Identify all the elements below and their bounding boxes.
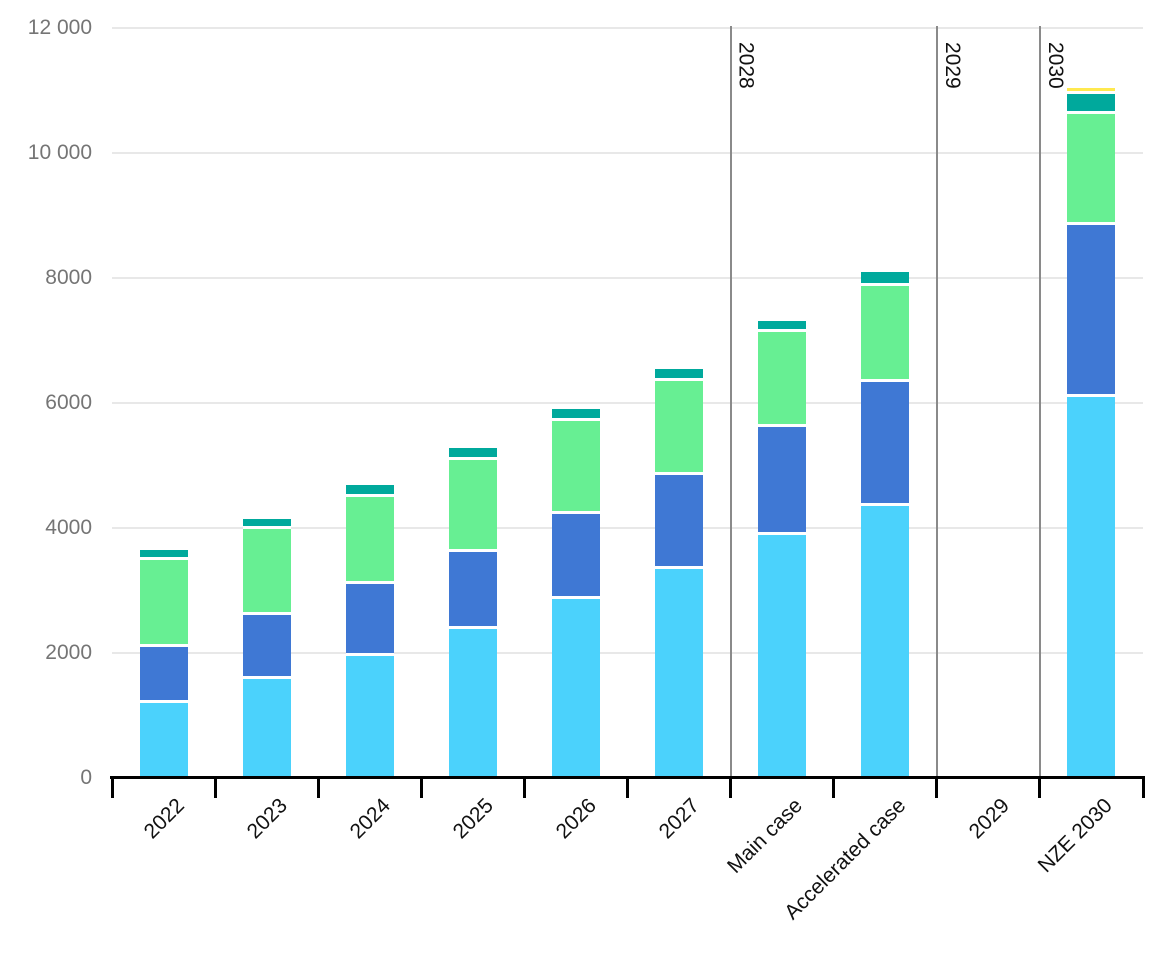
bar-segment-3[interactable] — [1067, 113, 1116, 225]
bar-segment-4[interactable] — [551, 409, 600, 422]
bar-segment-4[interactable] — [242, 519, 291, 529]
bar-segment-1[interactable] — [1067, 396, 1116, 778]
y-axis-tick-label: 10 000 — [27, 141, 92, 164]
bar-segment-2[interactable] — [242, 614, 291, 680]
bar-segment-1[interactable] — [758, 534, 807, 778]
x-axis-category-label: NZE 2030 — [1033, 794, 1117, 878]
bar-segment-2[interactable] — [139, 646, 188, 703]
bar-segment-2[interactable] — [551, 514, 600, 600]
bar-segment-1[interactable] — [655, 569, 704, 778]
y-axis-tick-label: 12 000 — [27, 16, 92, 39]
gridline — [112, 652, 1143, 654]
bar-segment-4[interactable] — [1067, 94, 1116, 114]
x-axis-tick — [832, 777, 836, 798]
scenario-separator-line — [935, 26, 938, 778]
scenario-year-label: 2030 — [1043, 42, 1067, 89]
x-axis-category-label: 2024 — [345, 794, 396, 844]
x-axis-category-label: 2023 — [242, 794, 292, 844]
x-axis-tick — [110, 777, 114, 798]
bar-segment-4[interactable] — [139, 549, 188, 560]
y-axis-tick-label: 4000 — [45, 516, 92, 539]
scenario-year-label: 2029 — [940, 42, 964, 89]
bar-segment-1[interactable] — [448, 629, 497, 778]
y-axis-tick-label: 6000 — [45, 391, 92, 414]
bar-segment-1[interactable] — [861, 506, 910, 778]
x-axis-category-label: 2026 — [551, 794, 602, 844]
bar-segment-4[interactable] — [448, 448, 497, 460]
bar-segment-4[interactable] — [655, 368, 704, 381]
x-axis-category-label: 2025 — [448, 794, 499, 844]
bar-segment-3[interactable] — [242, 528, 291, 615]
scenario-separator-line — [729, 26, 732, 778]
bar-segment-3[interactable] — [448, 459, 497, 553]
bar-segment-4[interactable] — [345, 484, 394, 497]
x-axis-tick — [729, 777, 733, 798]
bar-segment-2[interactable] — [758, 426, 807, 535]
x-axis-tick — [316, 777, 320, 798]
scenario-separator-line — [1038, 26, 1041, 778]
bar-segment-3[interactable] — [551, 421, 600, 515]
x-axis-tick — [522, 777, 526, 798]
bar-segment-2[interactable] — [1067, 224, 1116, 397]
x-axis-tick — [213, 777, 217, 798]
bar-segment-3[interactable] — [861, 285, 910, 382]
gridline — [112, 527, 1143, 529]
bar-segment-4[interactable] — [861, 272, 910, 286]
bar-segment-1[interactable] — [345, 656, 394, 778]
x-axis-category-label: 2022 — [139, 794, 189, 844]
bar-segment-5[interactable] — [1067, 88, 1116, 95]
bar-segment-1[interactable] — [139, 703, 188, 778]
x-axis-tick — [626, 777, 629, 798]
y-axis-tick-label: 8000 — [45, 266, 92, 289]
bar-segment-1[interactable] — [551, 599, 600, 778]
x-axis-tick — [1038, 777, 1042, 798]
gridline — [112, 27, 1143, 29]
x-axis-category-label: 2027 — [655, 794, 705, 844]
x-axis-tick — [935, 777, 939, 798]
bar-segment-3[interactable] — [139, 559, 188, 647]
y-axis-tick-label: 0 — [80, 766, 92, 789]
bar-segment-2[interactable] — [861, 381, 910, 507]
bar-segment-2[interactable] — [345, 584, 394, 657]
x-axis-tick — [1141, 777, 1145, 798]
bar-segment-1[interactable] — [242, 679, 291, 778]
gridline — [112, 152, 1143, 154]
gridline — [112, 402, 1143, 404]
bar-segment-4[interactable] — [758, 321, 807, 333]
gridline — [112, 277, 1143, 279]
x-axis-tick — [419, 777, 423, 798]
bar-segment-3[interactable] — [345, 496, 394, 585]
bar-segment-3[interactable] — [758, 332, 807, 427]
bar-segment-2[interactable] — [448, 552, 497, 630]
bar-segment-3[interactable] — [655, 380, 704, 475]
y-axis-tick-label: 2000 — [45, 641, 92, 664]
bar-segment-2[interactable] — [655, 474, 704, 570]
x-axis-category-label: 2029 — [964, 794, 1014, 844]
x-axis-category-label: Main case — [723, 794, 808, 878]
scenario-year-label: 2028 — [734, 42, 758, 89]
